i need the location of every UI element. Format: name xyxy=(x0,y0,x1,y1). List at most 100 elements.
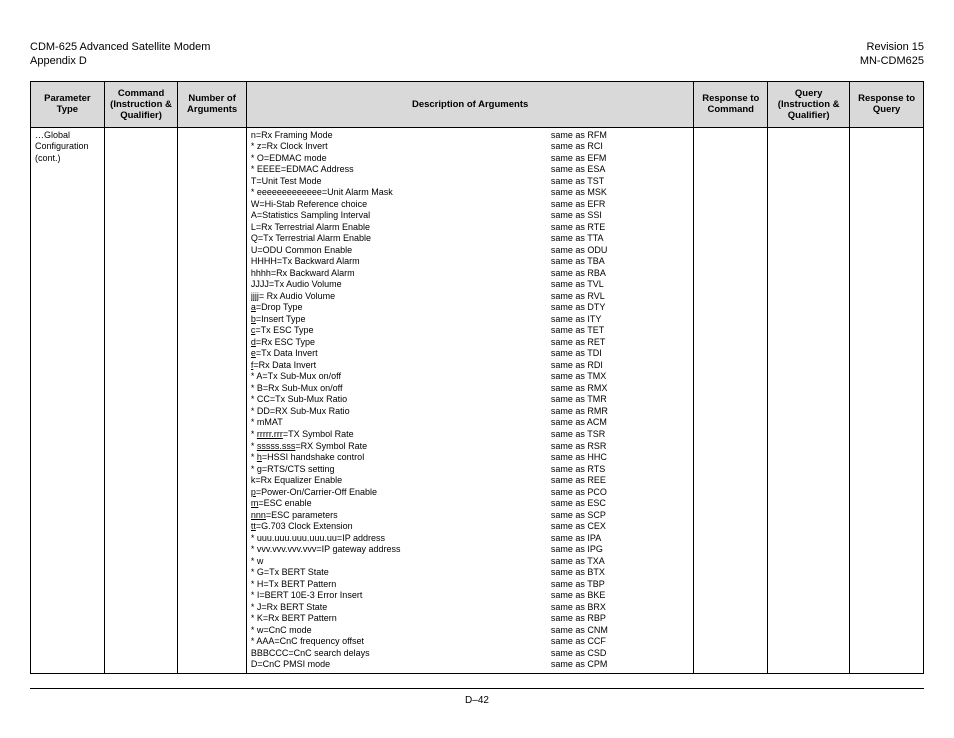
arg-left: * AAA=CnC frequency offset xyxy=(251,636,551,648)
arg-right: same as RCI xyxy=(551,141,603,153)
arguments-table: Parameter Type Command (Instruction & Qu… xyxy=(30,81,924,674)
arg-underline: sssss.sss xyxy=(257,441,296,451)
arg-left: * g=RTS/CTS setting xyxy=(251,464,551,476)
arg-row: D=CnC PMSI modesame as CPM xyxy=(251,659,690,671)
arg-left: * rrrrr.rrr=TX Symbol Rate xyxy=(251,429,551,441)
arg-row: T=Unit Test Modesame as TST xyxy=(251,176,690,188)
arg-row: BBBCCC=CnC search delayssame as CSD xyxy=(251,648,690,660)
arg-row: * EEEE=EDMAC Addresssame as ESA xyxy=(251,164,690,176)
arg-row: tt=G.703 Clock Extensionsame as CEX xyxy=(251,521,690,533)
arg-left: m=ESC enable xyxy=(251,498,551,510)
arg-right: same as RTS xyxy=(551,464,605,476)
arg-right: same as IPA xyxy=(551,533,601,545)
arg-row: * rrrrr.rrr=TX Symbol Ratesame as TSR xyxy=(251,429,690,441)
arg-row: * z=Rx Clock Invertsame as RCI xyxy=(251,141,690,153)
arg-left: * J=Rx BERT State xyxy=(251,602,551,614)
arg-right: same as TXA xyxy=(551,556,605,568)
arg-right: same as RFM xyxy=(551,130,607,142)
arg-left: e=Tx Data Invert xyxy=(251,348,551,360)
arg-left: A=Statistics Sampling Interval xyxy=(251,210,551,222)
arg-row: * h=HSSI handshake controlsame as HHC xyxy=(251,452,690,464)
arg-row: c=Tx ESC Typesame as TET xyxy=(251,325,690,337)
arg-row: d=Rx ESC Typesame as RET xyxy=(251,337,690,349)
arg-left: tt=G.703 Clock Extension xyxy=(251,521,551,533)
arg-right: same as RVL xyxy=(551,291,605,303)
arg-left: b=Insert Type xyxy=(251,314,551,326)
arg-left: * CC=Tx Sub-Mux Ratio xyxy=(251,394,551,406)
arg-right: same as ITY xyxy=(551,314,602,326)
arg-left: Q=Tx Terrestrial Alarm Enable xyxy=(251,233,551,245)
footer-rule xyxy=(30,688,924,689)
arg-row: hhhh=Rx Backward Alarmsame as RBA xyxy=(251,268,690,280)
arg-left: * O=EDMAC mode xyxy=(251,153,551,165)
arg-right: same as CSD xyxy=(551,648,607,660)
arg-row: * w=CnC modesame as CNM xyxy=(251,625,690,637)
arg-left: BBBCCC=CnC search delays xyxy=(251,648,551,660)
arg-left: * EEEE=EDMAC Address xyxy=(251,164,551,176)
arg-left: * K=Rx BERT Pattern xyxy=(251,613,551,625)
arg-row: * sssss.sss=RX Symbol Ratesame as RSR xyxy=(251,441,690,453)
numargs-cell xyxy=(178,127,246,673)
arg-right: same as IPG xyxy=(551,544,603,556)
arg-right: same as PCO xyxy=(551,487,607,499)
arg-underline: e xyxy=(251,348,256,358)
arg-left: * uuu.uuu.uuu.uuu.uu=IP address xyxy=(251,533,551,545)
arg-left: * eeeeeeeeeeeee=Unit Alarm Mask xyxy=(251,187,551,199)
arg-left: D=CnC PMSI mode xyxy=(251,659,551,671)
arg-left: p=Power-On/Carrier-Off Enable xyxy=(251,487,551,499)
arg-row: k=Rx Equalizer Enablesame as REE xyxy=(251,475,690,487)
arg-right: same as RMR xyxy=(551,406,608,418)
arg-row: * G=Tx BERT Statesame as BTX xyxy=(251,567,690,579)
arg-row: nnn=ESC parameterssame as SCP xyxy=(251,510,690,522)
arg-left: * I=BERT 10E-3 Error Insert xyxy=(251,590,551,602)
arg-row: * eeeeeeeeeeeee=Unit Alarm Masksame as M… xyxy=(251,187,690,199)
col-response-cmd: Response to Command xyxy=(694,81,768,127)
doc-title: CDM-625 Advanced Satellite Modem xyxy=(30,40,210,54)
arg-right: same as ESC xyxy=(551,498,606,510)
arg-underline: p xyxy=(251,487,256,497)
arg-right: same as RET xyxy=(551,337,606,349)
arg-row: * O=EDMAC modesame as EFM xyxy=(251,153,690,165)
query-cell xyxy=(768,127,850,673)
page-header: CDM-625 Advanced Satellite Modem Appendi… xyxy=(30,40,924,69)
arg-right: same as BRX xyxy=(551,602,606,614)
arg-row: * I=BERT 10E-3 Error Insertsame as BKE xyxy=(251,590,690,602)
arg-right: same as CCF xyxy=(551,636,606,648)
arg-right: same as TMX xyxy=(551,371,606,383)
arg-right: same as TMR xyxy=(551,394,607,406)
arg-left: T=Unit Test Mode xyxy=(251,176,551,188)
arg-underline: h xyxy=(257,452,262,462)
doc-number: MN-CDM625 xyxy=(860,54,924,68)
arg-row: * AAA=CnC frequency offsetsame as CCF xyxy=(251,636,690,648)
arg-left: * A=Tx Sub-Mux on/off xyxy=(251,371,551,383)
arg-underline: d xyxy=(251,337,256,347)
arg-row: JJJJ=Tx Audio Volumesame as TVL xyxy=(251,279,690,291)
arg-row: A=Statistics Sampling Intervalsame as SS… xyxy=(251,210,690,222)
arg-row: Q=Tx Terrestrial Alarm Enablesame as TTA xyxy=(251,233,690,245)
arg-row: * A=Tx Sub-Mux on/offsame as TMX xyxy=(251,371,690,383)
arg-left: HHHH=Tx Backward Alarm xyxy=(251,256,551,268)
arg-right: same as CPM xyxy=(551,659,608,671)
arg-row: * K=Rx BERT Patternsame as RBP xyxy=(251,613,690,625)
arg-left: * z=Rx Clock Invert xyxy=(251,141,551,153)
arg-left: * G=Tx BERT State xyxy=(251,567,551,579)
arg-right: same as CEX xyxy=(551,521,606,533)
arg-row: a=Drop Typesame as DTY xyxy=(251,302,690,314)
arg-left: hhhh=Rx Backward Alarm xyxy=(251,268,551,280)
arg-left: jjjj= Rx Audio Volume xyxy=(251,291,551,303)
col-query: Query (Instruction & Qualifier) xyxy=(768,81,850,127)
arg-row: * wsame as TXA xyxy=(251,556,690,568)
arg-left: n=Rx Framing Mode xyxy=(251,130,551,142)
arg-right: same as RBA xyxy=(551,268,606,280)
arg-row: HHHH=Tx Backward Alarmsame as TBA xyxy=(251,256,690,268)
col-desc-args: Description of Arguments xyxy=(246,81,694,127)
arg-underline: rrrrr.rrr xyxy=(257,429,283,439)
arg-row: * J=Rx BERT Statesame as BRX xyxy=(251,602,690,614)
arg-right: same as RBP xyxy=(551,613,606,625)
arg-underline: c xyxy=(251,325,256,335)
param-type-cell: …Global Configuration (cont.) xyxy=(31,127,105,673)
arg-left: W=Hi-Stab Reference choice xyxy=(251,199,551,211)
arg-left: nnn=ESC parameters xyxy=(251,510,551,522)
arg-row: * g=RTS/CTS settingsame as RTS xyxy=(251,464,690,476)
arg-left: a=Drop Type xyxy=(251,302,551,314)
